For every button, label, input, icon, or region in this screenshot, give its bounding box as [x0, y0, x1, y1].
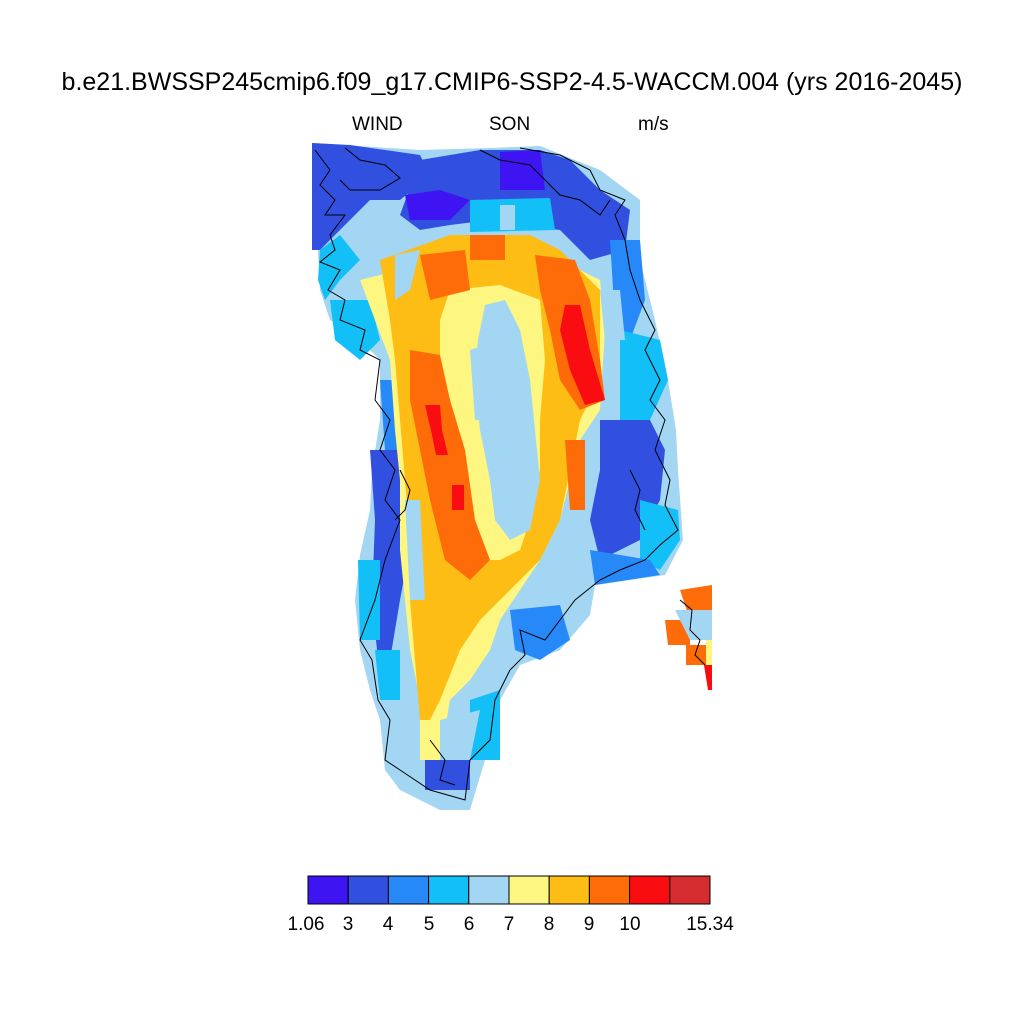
wind-cell: [640, 500, 680, 570]
wind-cell: [470, 690, 500, 760]
coastline-segment: [629, 469, 646, 531]
wind-cell: [440, 710, 480, 760]
wind-cell: [500, 205, 515, 230]
colorbar-labels: 1.06 3 4 5 6 7 8 9 10 15.34: [288, 914, 735, 935]
coastline-segment: [339, 147, 401, 191]
wind-cell: [330, 300, 380, 360]
season-label: SON: [489, 114, 531, 135]
wind-cell: [425, 760, 470, 790]
colorbar-tick-label: 5: [424, 914, 435, 935]
wind-cell: [565, 440, 585, 510]
colorbar-box: [347, 875, 389, 905]
colorbar-tick-label: 9: [584, 914, 595, 935]
coastline-segment: [394, 469, 411, 521]
coastline-segment: [314, 147, 679, 801]
colorbar-box: [508, 875, 550, 905]
wind-cell: [358, 560, 380, 640]
colorbar-tick-label: 3: [343, 914, 354, 935]
colorbar-box: [629, 875, 671, 905]
wind-cell: [420, 250, 470, 300]
colorbar-tick-label: 1.06: [288, 914, 325, 935]
coastline-segment: [479, 149, 611, 216]
wind-cell: [318, 235, 360, 300]
coastline-segment: [679, 599, 706, 666]
wind-cell: [675, 610, 712, 640]
wind-cell: [405, 500, 425, 600]
coastline: [314, 147, 706, 801]
wind-cell: [706, 640, 712, 665]
wind-cell: [620, 330, 668, 420]
colorbar-tick-label: 4: [383, 914, 394, 935]
colorbar-box: [468, 875, 510, 905]
colorbar-box: [387, 875, 430, 905]
colorbar-boxes: [307, 875, 711, 905]
colorbar-box: [669, 875, 711, 905]
colorbar-box: [307, 875, 349, 905]
colorbar-tick-label: 8: [544, 914, 555, 935]
wind-cell: [375, 650, 400, 700]
wind-cell: [395, 250, 420, 300]
plot-title: b.e21.BWSSP245cmip6.f09_g17.CMIP6-SSP2-4…: [61, 68, 963, 96]
wind-cell: [475, 300, 540, 540]
coastline-segment: [429, 739, 456, 786]
colorbar-tick-label: 15.34: [686, 914, 734, 935]
wind-cell: [405, 190, 470, 220]
colorbar-tick-label: 10: [619, 914, 640, 935]
wind-cell: [704, 665, 712, 690]
wind-cell: [470, 345, 490, 420]
wind-cell: [425, 405, 448, 455]
wind-cell: [686, 645, 706, 665]
colorbar-box: [588, 875, 631, 905]
variable-label: WIND: [352, 114, 403, 135]
wind-cell: [510, 605, 570, 660]
wind-cell: [470, 235, 505, 260]
colorbar-tick-label: 6: [464, 914, 475, 935]
wind-cell: [452, 485, 464, 510]
wind-cell: [312, 143, 430, 250]
colorbar-tick-label: 7: [504, 914, 515, 935]
units-label: m/s: [638, 114, 669, 135]
wind-cell: [560, 305, 605, 405]
colorbar-box: [548, 875, 590, 905]
colorbar-box: [428, 875, 470, 905]
wind-cell: [600, 290, 625, 340]
wind-cell: [500, 150, 545, 190]
